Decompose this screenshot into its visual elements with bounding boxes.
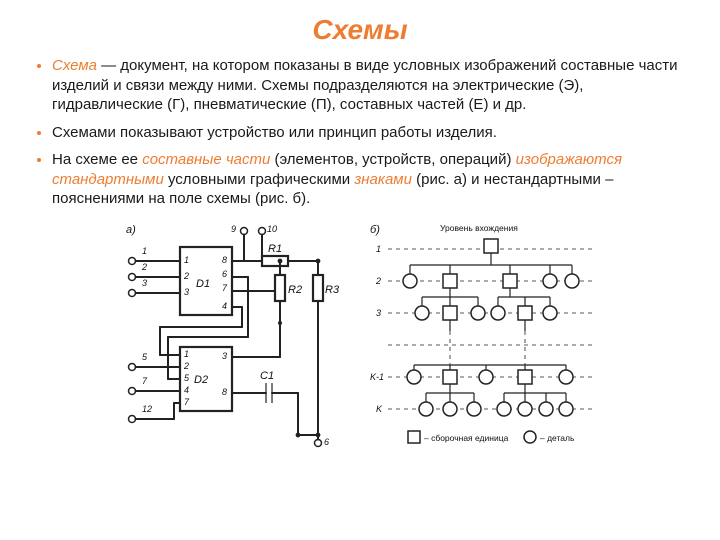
fig-b-row-1: 1 (376, 244, 381, 254)
fig-b-row-k: K (376, 404, 383, 414)
d1-pl2: 3 (184, 287, 189, 297)
d2-pr1: 8 (222, 387, 227, 397)
d2-label: D2 (194, 374, 208, 386)
fig-b-heading: Уровень вхождения (440, 223, 518, 233)
fig-a-pin-9: 9 (231, 224, 236, 234)
figure-a: а) 1 2 3 5 7 12 (126, 224, 340, 447)
fig-b-row-3: 3 (376, 308, 381, 318)
r2-body (275, 275, 285, 301)
fig-a-inputs (129, 257, 136, 422)
figures-svg: .ln { stroke:#222; stroke-width:2; fill:… (120, 219, 600, 457)
d1-label: D1 (196, 278, 210, 290)
fig-b-tree (403, 239, 579, 416)
fig-a-pin-12: 12 (142, 404, 152, 414)
d1-pr3: 4 (222, 301, 227, 311)
figures-row: .ln { stroke:#222; stroke-width:2; fill:… (28, 217, 692, 464)
fig-a-pin-5: 5 (142, 352, 148, 362)
legend-circle-label: – деталь (540, 433, 575, 443)
fig-a-pin-7: 7 (142, 376, 148, 386)
figure-b: б) Уровень вхождения 1 2 3 K-1 K (370, 223, 595, 443)
bullet-1: Схема — документ, на котором показаны в … (52, 56, 692, 115)
fig-a-pin-3: 3 (142, 278, 147, 288)
d1-pr1: 6 (222, 269, 227, 279)
bullet-3: На схеме ее составные части (элементов, … (52, 150, 692, 209)
fig-b-legend: – сборочная единица – деталь (408, 431, 575, 443)
d1-pr0: 8 (222, 255, 227, 265)
fig-a-pin-6: 6 (324, 437, 329, 447)
r1-label: R1 (268, 243, 282, 255)
d2-pr0: 3 (222, 351, 227, 361)
r1-body (262, 256, 288, 266)
legend-square-label: – сборочная единица (424, 433, 509, 443)
bullet-2: Схемами показывают устройство или принци… (52, 123, 692, 143)
d1-pl0: 1 (184, 255, 189, 265)
bullet-3-em1: составные части (142, 151, 270, 168)
fig-b-row-2: 2 (375, 276, 381, 286)
figures-svg-wrap: .ln { stroke:#222; stroke-width:2; fill:… (118, 217, 602, 459)
bullet-3-em3: знаками (354, 171, 412, 188)
fig-a-pin-10: 10 (267, 224, 277, 234)
slide-title: Схемы (28, 14, 692, 46)
d2-pl0: 1 (184, 349, 189, 359)
d2-pl3: 4 (184, 385, 189, 395)
bullet-3-b: (элементов, устройств, операций) (270, 151, 515, 168)
r2-label: R2 (288, 284, 302, 296)
fig-a-label: а) (126, 224, 136, 236)
c1-label: C1 (260, 370, 274, 382)
bullet-1-rest: — документ, на котором показаны в виде у… (52, 57, 678, 113)
r3-body (313, 275, 323, 301)
fig-a-pin-1: 1 (142, 246, 147, 256)
fig-a-pin-2: 2 (141, 262, 147, 272)
bullet-3-c: условными графическими (164, 171, 355, 188)
fig-b-row-k-1: K-1 (370, 372, 384, 382)
bullet-1-em: Схема (52, 57, 97, 74)
fig-b-label: б) (370, 224, 380, 236)
r3-label: R3 (325, 284, 340, 296)
bullet-3-a: На схеме ее (52, 151, 142, 168)
bullet-list: Схема — документ, на котором показаны в … (28, 56, 692, 209)
d1-pl1: 2 (183, 271, 189, 281)
d2-pl1: 2 (183, 361, 189, 371)
